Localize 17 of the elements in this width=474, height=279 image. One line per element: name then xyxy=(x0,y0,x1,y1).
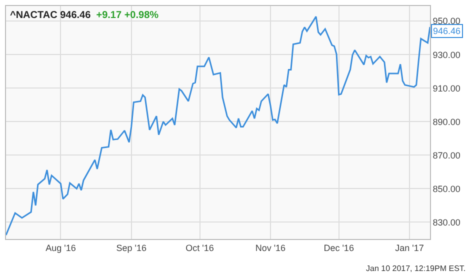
y-tick-label: 930.00 xyxy=(432,50,460,60)
x-tick-label: Oct '16 xyxy=(186,242,214,253)
x-tick-label: Sep '16 xyxy=(116,242,147,253)
x-tick-label: Nov '16 xyxy=(255,242,286,253)
x-tick-label: Jan '17 xyxy=(395,242,424,253)
chart-title: ^NACTAC 946.46 xyxy=(10,10,92,21)
y-tick-label: 950.00 xyxy=(432,16,460,26)
y-tick-label: 830.00 xyxy=(432,217,460,228)
y-tick-label: 910.00 xyxy=(432,83,460,94)
y-tick-label: 890.00 xyxy=(432,116,460,127)
y-tick-label: 850.00 xyxy=(432,184,460,194)
x-tick-label: Dec '16 xyxy=(324,242,354,253)
chart-subtitle: +9.17 +0.98% xyxy=(96,10,159,21)
y-tick-label: 870.00 xyxy=(432,150,460,160)
x-tick-label: Aug '16 xyxy=(46,242,76,253)
annotation: 946.46 xyxy=(433,26,461,36)
text: Jan 10 2017, 12:19PM EST. xyxy=(366,264,466,273)
